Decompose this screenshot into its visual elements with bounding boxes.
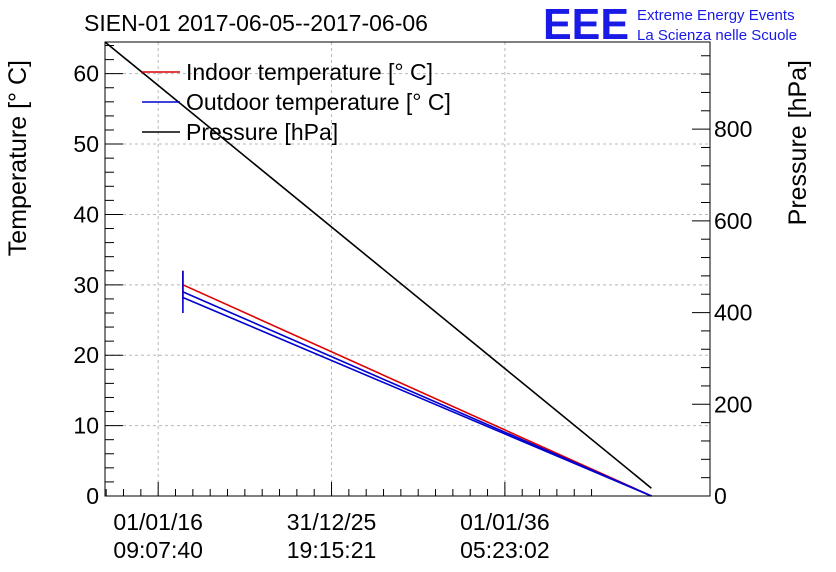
left-tick-label: 20 [73,342,99,368]
series-line-1 [182,291,652,497]
left-axis-label: Temperature [° C] [4,60,32,256]
right-tick-label: 800 [714,116,752,142]
legend-label: Indoor temperature [° C] [186,59,433,85]
grid [105,42,710,497]
series-layer [104,41,652,497]
logo-mark: EEE [543,0,629,49]
legend-label: Pressure [hPa] [186,119,338,145]
series-line-0 [182,284,652,497]
left-tick-label: 10 [73,413,99,439]
right-tick-label: 200 [714,391,752,417]
plot-frame [104,41,711,497]
right-tick-label: 0 [714,483,727,509]
x-tick-label-date: 01/01/36 [460,509,550,535]
legend-entry: Pressure [hPa] [142,119,338,145]
x-tick-label-time: 19:15:21 [287,537,377,563]
left-tick-label: 50 [73,131,99,157]
legend-entry: Outdoor temperature [° C] [142,89,451,115]
left-axis: 0 10 20 30 40 50 60 [73,45,123,509]
left-tick-label: 60 [73,61,99,87]
series-line-3 [104,41,652,489]
right-tick-label: 400 [714,300,752,326]
x-tick-label-time: 05:23:02 [460,537,550,563]
legend-label: Outdoor temperature [° C] [186,89,451,115]
chart-title: SIEN-01 2017-06-05--2017-06-06 [84,10,428,36]
legend-entry: Indoor temperature [° C] [142,59,433,85]
x-tick-label-date: 01/01/16 [113,509,203,535]
right-axis-label: Pressure [hPa] [784,60,812,225]
right-axis: 0 200 400 600 800 [692,55,752,509]
logo-line-1: Extreme Energy Events [637,7,795,24]
left-tick-label: 40 [73,201,99,227]
legend: Indoor temperature [° C] Outdoor temperat… [142,59,451,145]
left-tick-label: 0 [86,483,99,509]
eee-logo: EEE Extreme Energy Events La Scienza nel… [543,0,797,49]
logo-line-2: La Scienza nelle Scuole [637,27,797,44]
series-line-2 [182,296,652,497]
x-tick-label-time: 09:07:40 [113,537,203,563]
x-tick-label-date: 31/12/25 [287,509,377,535]
right-tick-label: 600 [714,208,752,234]
left-tick-label: 30 [73,272,99,298]
